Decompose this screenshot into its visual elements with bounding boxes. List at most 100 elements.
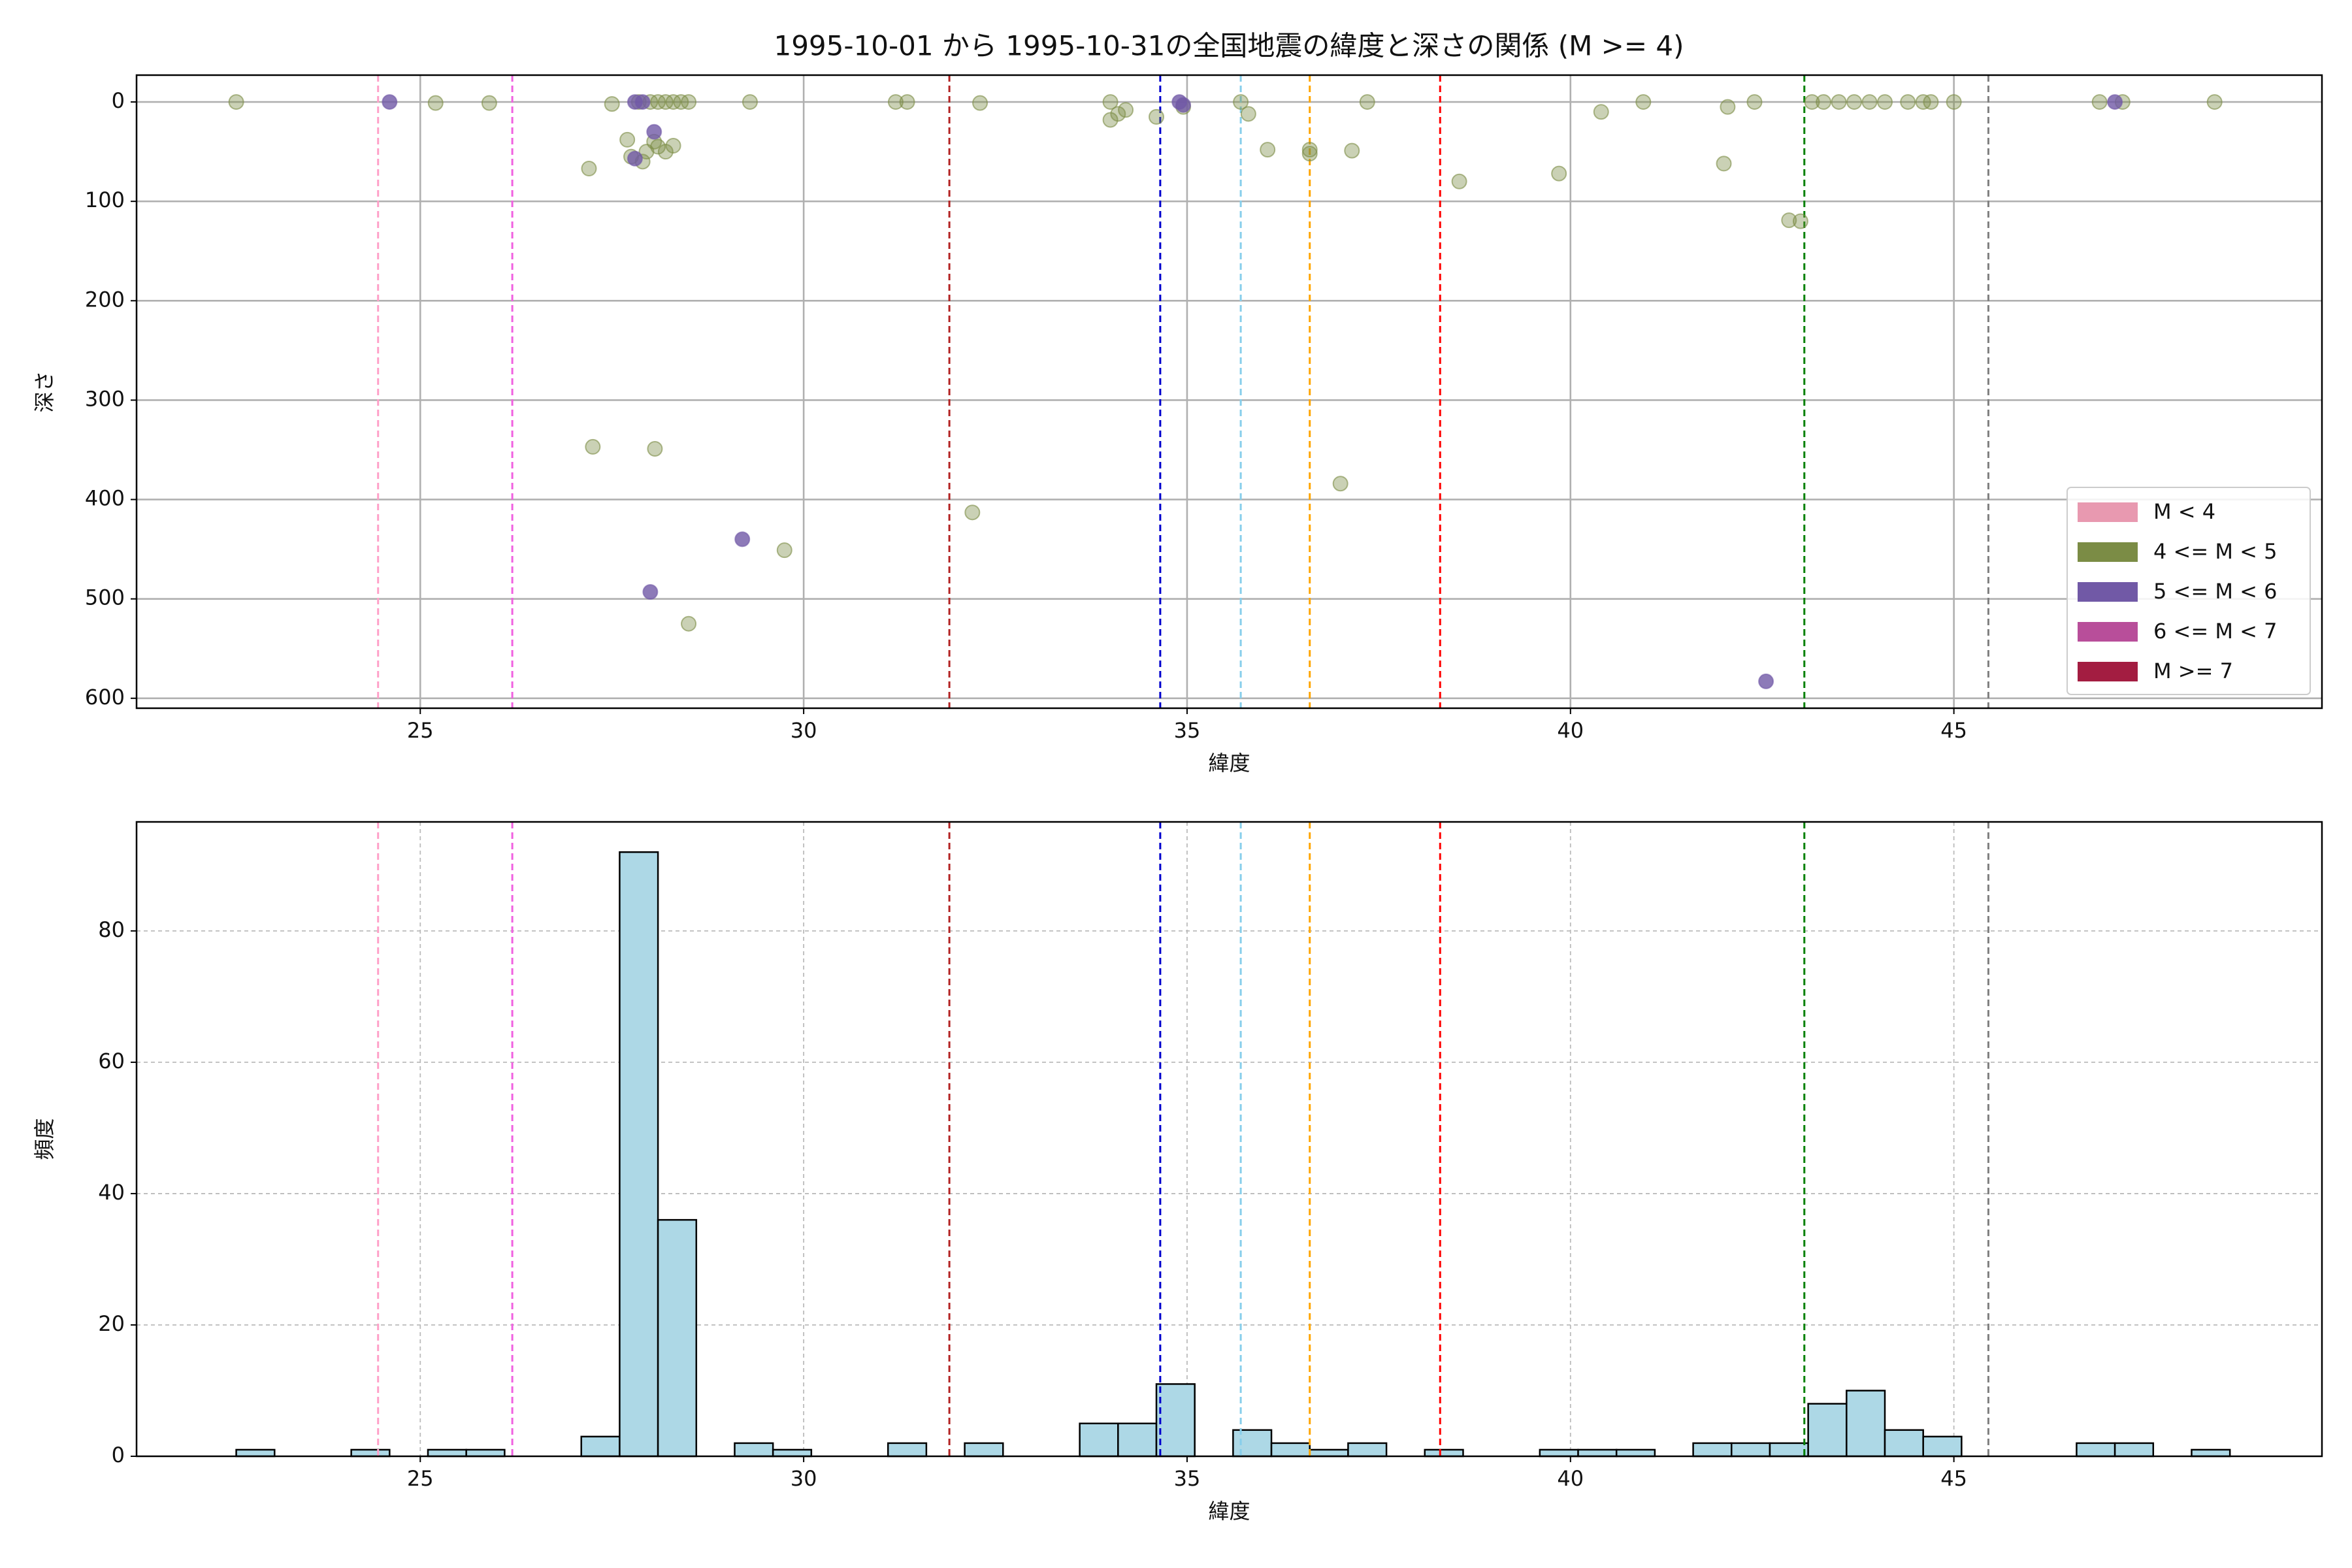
bar — [1884, 1429, 1924, 1458]
point — [1804, 94, 1820, 110]
chart-title: 1995-10-01 から 1995-10-31の全国地震の緯度と深さの関係 (… — [774, 30, 1684, 62]
x-tick-label: 40 — [1557, 718, 1584, 743]
plot-frame — [135, 821, 2323, 1458]
point — [1175, 97, 1192, 113]
x-tick-label: 25 — [407, 718, 434, 743]
legend-swatch — [2078, 542, 2138, 562]
bar — [2191, 1448, 2231, 1458]
point — [604, 96, 620, 112]
point — [634, 94, 651, 110]
point — [1359, 94, 1375, 110]
y-tick-label: 400 — [85, 486, 125, 511]
y-tick-label: 100 — [85, 188, 125, 212]
point — [1831, 94, 1847, 110]
bar — [1846, 1390, 1886, 1458]
point — [2206, 94, 2223, 110]
point — [1240, 106, 1256, 122]
point — [581, 160, 597, 176]
bar — [1424, 1448, 1464, 1458]
x-tick-label: 45 — [1940, 1466, 1967, 1491]
point — [1110, 106, 1126, 122]
bar — [1731, 1442, 1771, 1458]
legend-swatch — [2078, 502, 2138, 522]
point — [734, 531, 751, 547]
bar — [619, 851, 659, 1458]
bar — [1232, 1429, 1273, 1458]
y-tick-label: 0 — [112, 1443, 125, 1467]
point — [1635, 94, 1652, 110]
point — [1301, 146, 1318, 162]
point — [1861, 94, 1878, 110]
legend-box — [2066, 487, 2311, 695]
bar — [964, 1442, 1004, 1458]
bar — [350, 1448, 391, 1458]
point — [1746, 94, 1763, 110]
legend-label: 4 <= M < 5 — [2153, 539, 2277, 564]
bar — [1155, 1383, 1196, 1458]
point — [228, 94, 244, 110]
x-tick-label: 35 — [1174, 718, 1201, 743]
point — [1118, 102, 1134, 118]
y-axis-label: 深さ — [32, 370, 57, 412]
point — [1900, 94, 1916, 110]
bar — [465, 1448, 506, 1458]
y-tick-label: 60 — [98, 1049, 125, 1073]
bar — [2076, 1442, 2116, 1458]
y-tick-label: 20 — [98, 1311, 125, 1336]
bar — [1347, 1442, 1388, 1458]
point — [481, 95, 497, 111]
y-axis-label: 頻度 — [32, 1118, 57, 1160]
x-tick-label: 40 — [1557, 1466, 1584, 1491]
point — [1451, 173, 1467, 189]
point — [1593, 104, 1609, 120]
y-tick-label: 600 — [85, 685, 125, 710]
x-axis-label: 緯度 — [1208, 1499, 1250, 1524]
point — [899, 94, 915, 110]
point — [2107, 94, 2123, 110]
y-tick-label: 500 — [85, 585, 125, 610]
point — [1758, 673, 1774, 689]
legend-swatch — [2078, 662, 2138, 681]
bar — [1615, 1448, 1656, 1458]
point — [665, 138, 681, 154]
bar — [734, 1442, 774, 1458]
bar — [235, 1448, 276, 1458]
plot-frame — [135, 74, 2323, 710]
point — [1233, 94, 1249, 110]
legend-swatch — [2078, 582, 2138, 602]
bar — [657, 1218, 698, 1458]
legend-swatch — [2078, 622, 2138, 642]
point — [1344, 142, 1360, 159]
point — [681, 615, 697, 632]
bar — [1539, 1448, 1579, 1458]
point — [1551, 165, 1567, 182]
point — [964, 504, 981, 521]
point — [1923, 94, 1939, 110]
y-tick-label: 80 — [98, 917, 125, 942]
bar — [1807, 1403, 1848, 1458]
bar — [427, 1448, 467, 1458]
legend-label: 6 <= M < 7 — [2153, 619, 2277, 644]
point — [972, 95, 988, 111]
y-tick-label: 0 — [112, 88, 125, 113]
x-tick-label: 35 — [1174, 1466, 1201, 1491]
point — [776, 542, 792, 559]
y-tick-label: 40 — [98, 1180, 125, 1205]
bar — [1270, 1442, 1311, 1458]
bar — [580, 1435, 621, 1458]
point — [642, 584, 659, 600]
point — [742, 94, 758, 110]
point — [1301, 142, 1318, 158]
bar — [1769, 1442, 1809, 1458]
point — [382, 94, 398, 110]
point — [2091, 94, 2108, 110]
bar — [1079, 1422, 1119, 1458]
point — [1946, 94, 1962, 110]
point — [1846, 94, 1863, 110]
legend-label: M >= 7 — [2153, 659, 2233, 683]
point — [427, 95, 444, 111]
point — [1720, 99, 1736, 115]
point — [1781, 212, 1797, 229]
